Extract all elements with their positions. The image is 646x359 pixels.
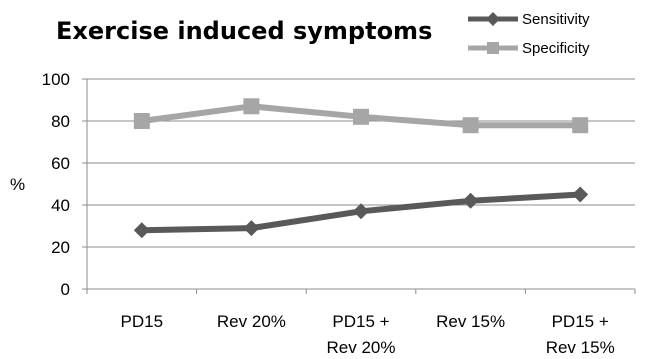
data-point — [353, 108, 369, 125]
legend-label: Specificity — [522, 40, 590, 57]
data-point — [572, 117, 589, 134]
y-axis-label: % — [10, 175, 25, 194]
x-tick-label-line: PD15 + — [332, 312, 389, 331]
data-point — [353, 203, 369, 220]
legend-marker — [486, 12, 500, 26]
data-point — [133, 222, 150, 239]
y-tick-label: 60 — [51, 154, 70, 173]
x-tick-label-line: PD15 + — [552, 312, 609, 331]
data-point — [462, 192, 479, 209]
gridlines — [87, 78, 635, 248]
y-tick-labels: 0 20 40 60 80 100 — [42, 70, 70, 299]
legend-label: Sensitivity — [522, 11, 590, 28]
x-tick-label-line: Rev 20% — [327, 338, 396, 357]
data-point — [243, 220, 260, 237]
data-point — [462, 117, 479, 134]
data-point — [572, 186, 589, 203]
y-tick-label: 40 — [51, 196, 70, 215]
series-sensitivity — [133, 186, 589, 239]
x-tick-label: PD15 + Rev 15% — [546, 312, 615, 357]
y-tick-label: 0 — [61, 280, 70, 299]
axes — [82, 78, 636, 294]
y-tick-label: 80 — [51, 112, 70, 131]
legend: Sensitivity Specificity — [468, 11, 590, 57]
x-tick-label-line: Rev 20% — [217, 312, 286, 331]
data-point — [243, 98, 260, 115]
y-tick-label: 100 — [42, 70, 70, 89]
x-tick-label: Rev 15% — [436, 312, 505, 331]
series-specificity — [133, 98, 589, 134]
x-tick-label-line: PD15 — [121, 312, 164, 331]
x-tick-labels: PD15 Rev 20% PD15 + Rev 20% Rev 15% PD15 + Rev… — [121, 312, 615, 357]
data-point — [133, 113, 150, 129]
legend-item: Sensitivity — [468, 11, 590, 28]
chart-title: Exercise induced symptoms — [56, 17, 432, 45]
x-tick-label-line: Rev 15% — [436, 312, 505, 331]
legend-marker — [487, 42, 499, 54]
legend-item: Specificity — [468, 40, 590, 57]
x-tick-label-line: Rev 15% — [546, 338, 615, 357]
series-layer — [133, 98, 589, 239]
x-tick-label: PD15 — [121, 312, 164, 331]
y-tick-label: 20 — [51, 238, 70, 257]
x-tick-label: PD15 + Rev 20% — [327, 312, 396, 357]
x-tick-label: Rev 20% — [217, 312, 286, 331]
